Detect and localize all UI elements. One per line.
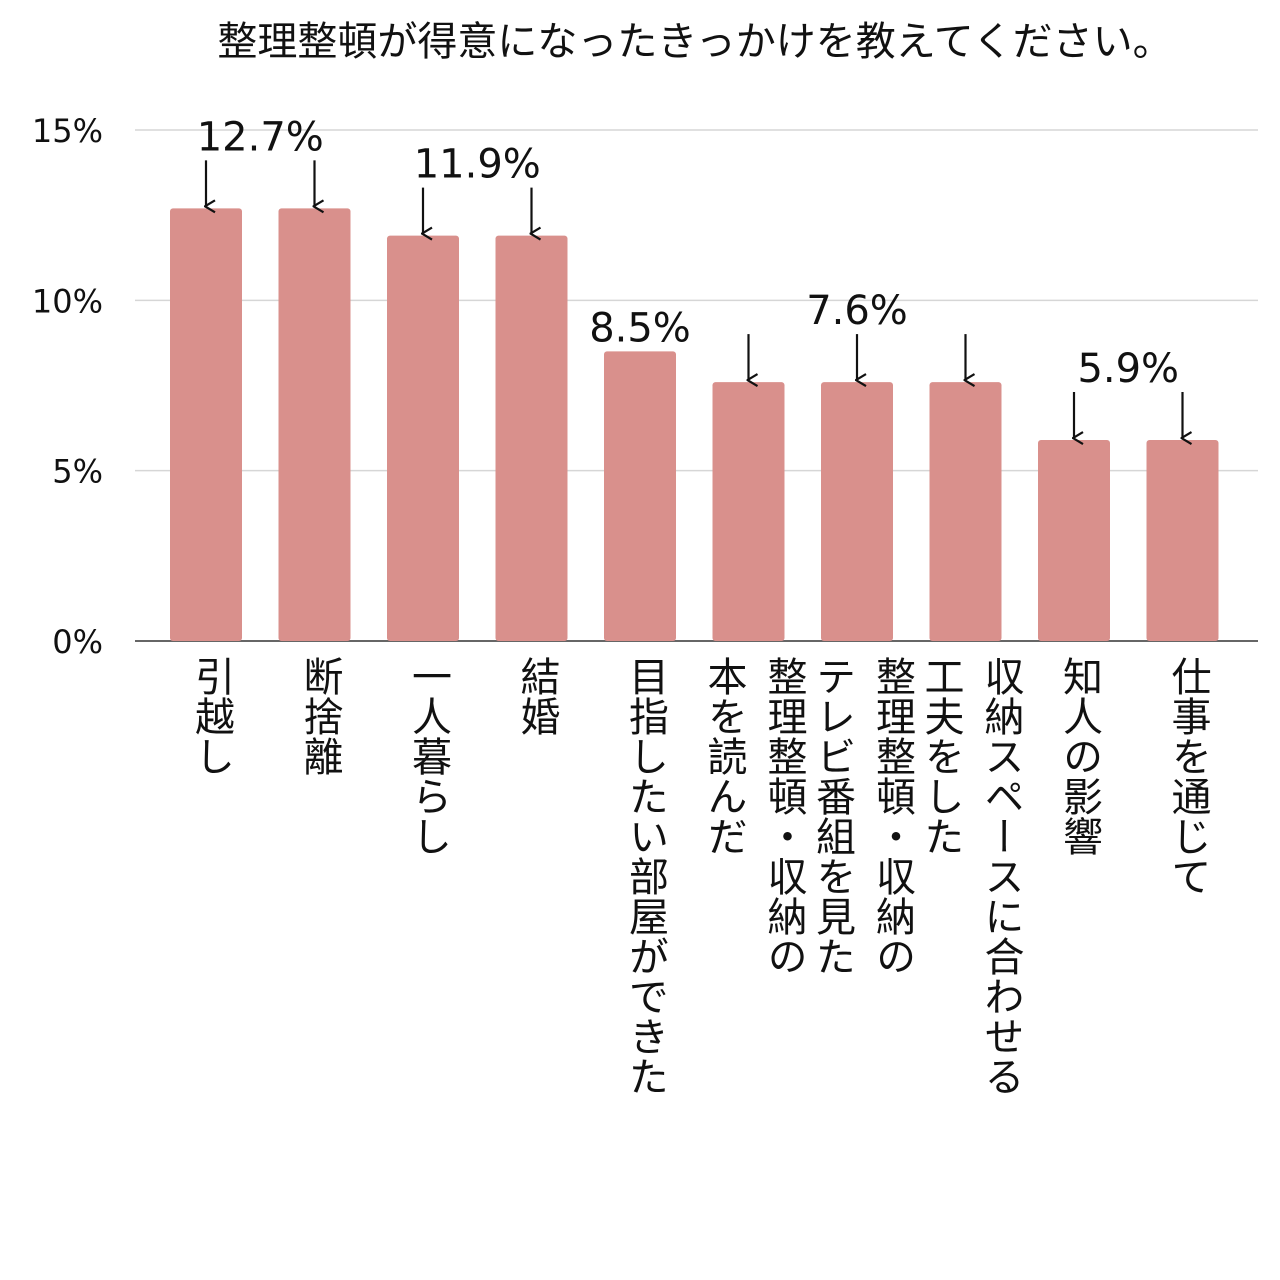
data-label: 5.9% bbox=[1077, 346, 1179, 392]
y-tick-label: 5% bbox=[52, 453, 103, 491]
category-label: 工夫をした bbox=[918, 656, 964, 856]
data-label: 8.5% bbox=[589, 305, 691, 351]
bar bbox=[387, 235, 459, 641]
y-tick-label: 15% bbox=[32, 112, 103, 150]
bar bbox=[170, 208, 242, 641]
category-label: 目指したい部屋ができた bbox=[622, 656, 668, 1096]
grid-layer: 0% 5% 10% 15% bbox=[32, 112, 1258, 661]
data-label: 12.7% bbox=[197, 114, 324, 160]
bar bbox=[495, 235, 568, 641]
bar bbox=[712, 382, 785, 641]
bar bbox=[278, 208, 351, 641]
labels-layer: 12.7% 11.9% 8.5% 7.6% 5.9% bbox=[197, 114, 1183, 438]
category-label: 結婚 bbox=[514, 656, 560, 736]
category-label: テレビ番組を見た bbox=[809, 656, 855, 976]
category-label: 仕事を通じて bbox=[1165, 656, 1212, 896]
bars-layer bbox=[170, 208, 1219, 641]
category-label: 引越し bbox=[188, 656, 234, 776]
data-label: 7.6% bbox=[806, 288, 908, 334]
data-label: 11.9% bbox=[414, 142, 541, 188]
bar bbox=[821, 382, 893, 641]
y-tick-label: 10% bbox=[32, 282, 103, 320]
category-labels-layer: 引越し 断捨離 一人暮らし 結婚 目指したい部屋ができた 本を読んだ 整理整頓・収納の テレビ… bbox=[188, 656, 1212, 1096]
category-label: 収納スペースに合わせる bbox=[978, 656, 1024, 1096]
bar bbox=[929, 382, 1002, 641]
category-label: 知人の影響 bbox=[1056, 656, 1102, 856]
bar bbox=[604, 351, 676, 641]
category-label: 整理整頓・収納の bbox=[761, 656, 807, 976]
category-label: 本を読んだ bbox=[701, 656, 747, 856]
category-label: 一人暮らし bbox=[405, 656, 451, 856]
bar bbox=[1038, 440, 1110, 641]
category-label: 断捨離 bbox=[297, 656, 343, 776]
y-tick-label: 0% bbox=[52, 623, 103, 661]
chart-title: 整理整頓が得意になったきっかけを教えてください。 bbox=[217, 19, 1172, 65]
bar bbox=[1146, 440, 1219, 641]
category-label: 整理整頓・収納の bbox=[869, 656, 915, 976]
